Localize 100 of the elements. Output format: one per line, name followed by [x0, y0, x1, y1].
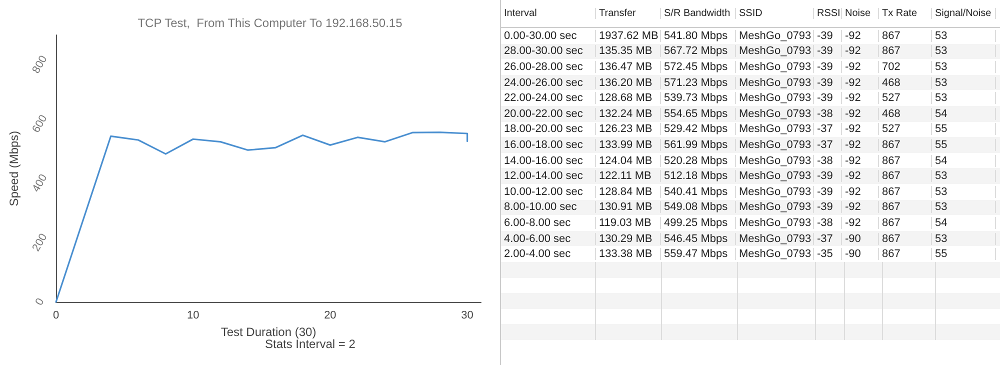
text: 119.03 MB: [599, 216, 652, 229]
text: 53: [935, 186, 948, 198]
text: -39: [817, 92, 833, 104]
y-tick-label: 600: [30, 113, 50, 135]
text: 527: [882, 92, 900, 104]
text: MeshGo_0793: [739, 45, 812, 58]
x-axis-title: Test Duration (30): [220, 325, 316, 339]
text: 126.23 MB: [599, 123, 652, 136]
text: -37: [817, 138, 833, 151]
text: 54: [935, 216, 948, 229]
category-label: RSSI: [814, 8, 842, 19]
text: 53: [935, 170, 948, 182]
text: 10.00-12.00 sec: [504, 186, 583, 198]
text: 0.00-30.00 sec: [504, 30, 577, 42]
x-tick-label: 30: [461, 310, 474, 322]
text: -37: [817, 123, 833, 136]
text: MeshGo_0793: [739, 92, 812, 104]
text: -92: [845, 30, 861, 42]
text: -39: [817, 30, 833, 42]
text: MeshGo_0793: [739, 30, 812, 42]
text: 12.00-14.00 sec: [504, 170, 583, 182]
text: 468: [882, 76, 900, 89]
text: 867: [882, 232, 900, 245]
text: 135.35 MB: [599, 45, 652, 58]
text: -37: [817, 232, 833, 245]
text: 512.18 Mbps: [664, 170, 728, 182]
text: 28.00-30.00 sec: [504, 45, 583, 58]
text: 20.00-22.00 sec: [504, 108, 583, 120]
text: -92: [845, 76, 861, 89]
text: -92: [845, 154, 861, 167]
text: 26.00-28.00 sec: [504, 60, 583, 73]
x-tick-label: 0: [52, 310, 60, 322]
text: MeshGo_0793: [739, 186, 812, 198]
text: MeshGo_0793: [739, 138, 812, 151]
text: -39: [817, 60, 833, 73]
text: -92: [845, 186, 861, 198]
text: 18.00-20.00 sec: [504, 123, 583, 136]
category-label: Tx Rate: [879, 8, 932, 19]
text: 53: [935, 201, 948, 214]
text: 54: [935, 154, 948, 167]
x-tick-label: 10: [186, 310, 200, 322]
text: -92: [845, 201, 861, 214]
text: 499.25 Mbps: [664, 216, 728, 229]
text: 53: [935, 30, 948, 42]
text: 8.00-10.00 sec: [504, 201, 577, 214]
text: -90: [845, 232, 861, 245]
chart-title: TCP Test, From This Computer To 192.168.50.15: [138, 16, 403, 30]
text: 133.38 MB: [599, 248, 652, 260]
text: 132.24 MB: [599, 108, 652, 120]
y-tick-label: 200: [30, 232, 50, 254]
text: 549.08 Mbps: [664, 201, 728, 214]
text: 4.00-6.00 sec: [504, 232, 571, 245]
text: 14.00-16.00 sec: [504, 154, 583, 167]
text: -38: [817, 216, 833, 229]
text: 1937.62 MB: [599, 30, 658, 42]
text: 546.45 Mbps: [664, 232, 728, 245]
text: 867: [882, 201, 900, 214]
text: 867: [882, 45, 900, 58]
text: -92: [845, 45, 861, 58]
text: 529.42 Mbps: [664, 123, 728, 136]
text: -39: [817, 201, 833, 214]
text: -38: [817, 154, 833, 167]
text: 559.47 Mbps: [664, 248, 728, 260]
category-label: SSID: [736, 8, 814, 19]
text: 539.73 Mbps: [664, 92, 728, 104]
text: -90: [845, 248, 861, 260]
text: 867: [882, 186, 900, 198]
text: -39: [817, 45, 833, 58]
text: 128.68 MB: [599, 92, 652, 104]
category-label: S/R Bandwidth: [661, 8, 736, 19]
text: -38: [817, 108, 833, 120]
category-label: Signal/Noise: [932, 8, 996, 19]
y-tick-label: 0: [33, 296, 47, 308]
text: MeshGo_0793: [739, 123, 812, 136]
y-axis-title: Speed (Mbps): [7, 130, 21, 206]
text: -39: [817, 186, 833, 198]
text: MeshGo_0793: [739, 216, 812, 229]
text: 520.28 Mbps: [664, 154, 728, 167]
x-tick-label: 20: [324, 310, 336, 322]
text: -92: [845, 60, 861, 73]
text: 468: [882, 108, 900, 120]
text: 867: [882, 170, 900, 182]
text: MeshGo_0793: [739, 201, 812, 214]
text: -92: [845, 216, 861, 229]
text: -92: [845, 138, 861, 151]
text: 130.91 MB: [599, 201, 652, 214]
text: 122.11 MB: [599, 170, 652, 182]
text: 24.00-26.00 sec: [504, 76, 583, 89]
text: Stats Interval = 2: [264, 337, 356, 351]
text: 53: [935, 60, 948, 73]
text: MeshGo_0793: [739, 154, 812, 167]
text: 136.47 MB: [599, 60, 652, 73]
text: 867: [882, 216, 900, 229]
text: 124.04 MB: [599, 154, 652, 167]
text: 6.00-8.00 sec: [504, 216, 571, 229]
text: -39: [817, 76, 833, 89]
text: 22.00-24.00 sec: [504, 92, 583, 104]
text: -92: [845, 108, 861, 120]
text: 571.23 Mbps: [664, 76, 728, 89]
text: -39: [817, 170, 833, 182]
